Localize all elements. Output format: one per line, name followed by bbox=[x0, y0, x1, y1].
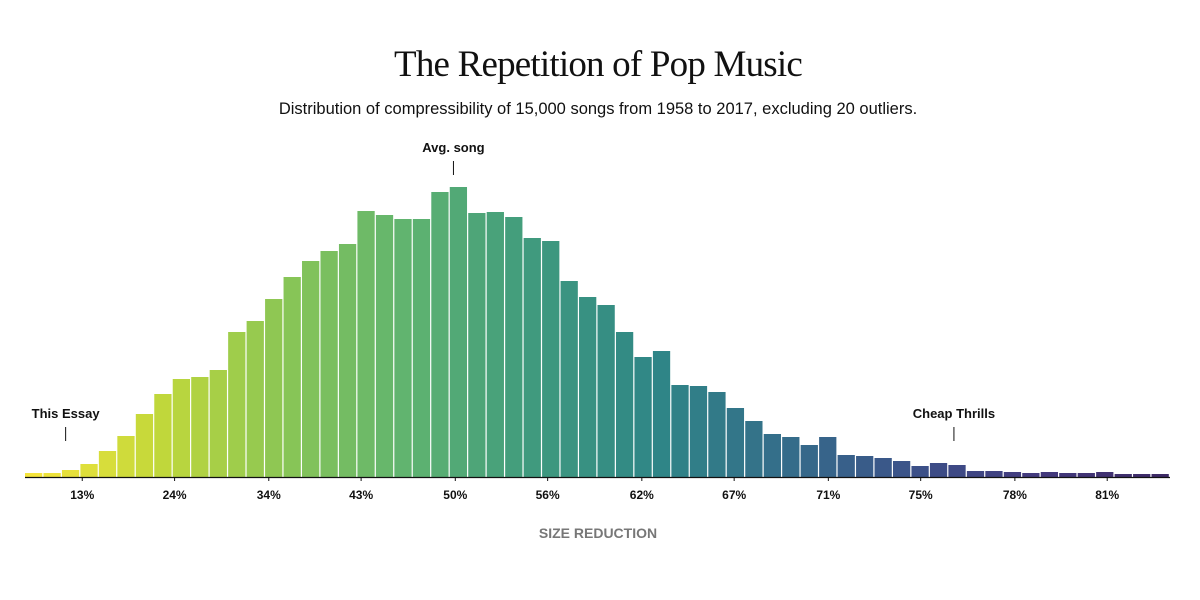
bar bbox=[246, 321, 264, 477]
bar bbox=[320, 251, 338, 477]
bar bbox=[597, 305, 615, 477]
bar bbox=[1151, 474, 1169, 477]
bar bbox=[486, 212, 504, 477]
bar bbox=[191, 377, 209, 477]
bar bbox=[985, 471, 1003, 477]
x-tick-label: 78% bbox=[1003, 488, 1027, 502]
bar bbox=[856, 456, 874, 477]
chart-subtitle: Distribution of compressibility of 15,00… bbox=[279, 100, 917, 118]
bar bbox=[302, 261, 320, 477]
x-tick-label: 43% bbox=[349, 488, 373, 502]
bar bbox=[338, 244, 357, 477]
bar bbox=[671, 385, 689, 477]
bar bbox=[1077, 473, 1095, 477]
bar bbox=[1022, 473, 1040, 477]
bar bbox=[1114, 474, 1132, 477]
annotation-label: Avg. song bbox=[422, 140, 484, 155]
bar bbox=[135, 414, 154, 477]
x-tick-label: 56% bbox=[536, 488, 560, 502]
bar bbox=[1133, 474, 1151, 477]
bar bbox=[652, 351, 671, 477]
bar bbox=[117, 436, 135, 477]
x-tick-label: 50% bbox=[443, 488, 467, 502]
bar bbox=[560, 281, 578, 477]
x-axis-label: SIZE REDUCTION bbox=[539, 525, 657, 541]
bar bbox=[265, 299, 283, 477]
bar bbox=[43, 473, 61, 477]
bar bbox=[579, 297, 597, 477]
bar bbox=[209, 370, 227, 477]
bar bbox=[228, 332, 246, 477]
bar bbox=[948, 465, 966, 477]
bar bbox=[634, 357, 652, 477]
x-tick-label: 75% bbox=[909, 488, 933, 502]
bar bbox=[431, 192, 449, 477]
x-tick-label: 81% bbox=[1095, 488, 1119, 502]
x-tick-label: 24% bbox=[163, 488, 187, 502]
bar bbox=[1059, 473, 1077, 477]
bar bbox=[929, 463, 948, 477]
x-tick-label: 67% bbox=[722, 488, 746, 502]
bar bbox=[763, 434, 781, 477]
bar bbox=[892, 461, 911, 477]
bar bbox=[911, 466, 929, 477]
bar bbox=[283, 277, 301, 477]
bar bbox=[726, 408, 745, 477]
bar bbox=[689, 386, 708, 477]
bar bbox=[837, 455, 855, 477]
bar bbox=[394, 219, 412, 477]
bar bbox=[1003, 472, 1022, 477]
bar bbox=[505, 217, 523, 477]
x-tick-label: 13% bbox=[70, 488, 94, 502]
bar bbox=[800, 445, 818, 477]
bar bbox=[154, 394, 172, 477]
annotation-label: This Essay bbox=[32, 406, 101, 421]
bar bbox=[523, 238, 541, 477]
bar bbox=[542, 241, 560, 477]
bar bbox=[61, 470, 80, 477]
bar bbox=[745, 421, 763, 477]
bar bbox=[1040, 472, 1058, 477]
chart-title: The Repetition of Pop Music bbox=[394, 44, 802, 85]
x-tick-label: 71% bbox=[816, 488, 840, 502]
bar bbox=[375, 215, 394, 477]
bar bbox=[357, 211, 375, 477]
x-tick-label: 62% bbox=[630, 488, 654, 502]
annotation-label: Cheap Thrills bbox=[913, 406, 995, 421]
bar bbox=[782, 437, 800, 477]
bar bbox=[615, 332, 634, 477]
bar bbox=[98, 451, 117, 477]
bar bbox=[80, 464, 98, 477]
x-tick-label: 34% bbox=[257, 488, 281, 502]
bar bbox=[25, 473, 43, 477]
bar bbox=[468, 213, 486, 477]
bar bbox=[1096, 472, 1114, 477]
bar bbox=[819, 437, 837, 477]
bar bbox=[449, 187, 468, 477]
bar bbox=[966, 471, 985, 477]
bar bbox=[412, 219, 431, 477]
bar bbox=[172, 379, 191, 477]
bar bbox=[708, 392, 726, 477]
bar bbox=[874, 458, 892, 477]
